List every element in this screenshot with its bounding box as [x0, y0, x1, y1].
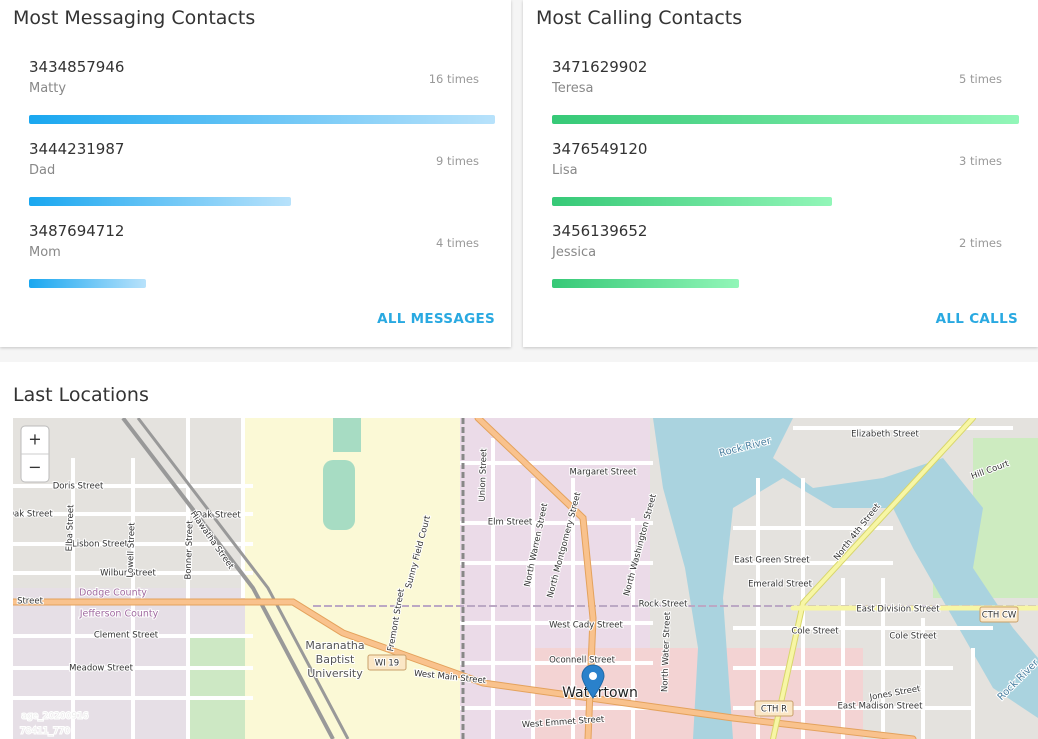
shield-label: CTH CW: [982, 611, 1017, 621]
map-label: East Madison Street: [838, 702, 924, 712]
park: [333, 418, 361, 452]
zoom-button[interactable]: −: [28, 458, 41, 477]
river: [653, 418, 1038, 739]
map-label: Street: [17, 597, 43, 607]
map-label: Doris Street: [53, 482, 104, 492]
map-label: 78411_770: [20, 727, 71, 737]
contact-count: 2 times: [959, 236, 1002, 250]
map-label: Oak Street: [13, 510, 53, 520]
card-title: Most Messaging Contacts: [13, 7, 256, 29]
map-label: University: [307, 667, 363, 680]
map-label: Clement Street: [94, 631, 159, 641]
zoom-control: +−: [20, 425, 50, 483]
map-label: East Green Street: [734, 556, 810, 566]
map-label: Emerald Street: [748, 580, 813, 590]
map-label: Dodge County: [79, 588, 147, 599]
road-shield: [979, 606, 1019, 623]
contact-name: Lisa: [552, 163, 578, 178]
pin-dot: [589, 672, 597, 680]
contact-number: 3434857946: [29, 58, 125, 76]
contact-name: Teresa: [552, 81, 594, 96]
zoom-button[interactable]: +: [28, 430, 41, 449]
map-label: West Cady Street: [549, 621, 623, 631]
map-label: Elba Street: [65, 504, 77, 552]
road-shield: [754, 700, 794, 717]
map-label: Elm Street: [488, 518, 533, 528]
map-label: Baptist: [316, 653, 355, 666]
park: [190, 638, 245, 739]
map-label: Bonner Street: [183, 520, 195, 580]
park: [323, 460, 355, 530]
count-bar: [29, 115, 495, 124]
map-label: Oconnell Street: [549, 656, 615, 666]
contact-name: Matty: [29, 81, 67, 96]
contact-number: 3456139652: [552, 222, 648, 240]
map-label: Elizabeth Street: [851, 430, 919, 440]
main-roads: [13, 418, 1038, 739]
count-bar: [552, 197, 833, 206]
card-title: Most Calling Contacts: [536, 7, 743, 29]
count-bar: [552, 115, 1019, 124]
map-label: Meadow Street: [69, 664, 134, 674]
count-bar: [29, 279, 146, 288]
map-label: Lisbon Street: [72, 540, 129, 550]
map-label: East Division Street: [856, 605, 940, 615]
railways: [121, 418, 1038, 739]
contact-number: 3476549120: [552, 140, 648, 158]
map-label: Rock Street: [639, 600, 689, 610]
contact-number: 3487694712: [29, 222, 125, 240]
map-label: Margaret Street: [570, 468, 638, 478]
contact-count: 16 times: [428, 72, 479, 86]
card-action[interactable]: ALL CALLS: [935, 311, 1018, 327]
park: [973, 438, 1038, 518]
map-label: Maranatha: [305, 639, 364, 652]
map-label: Wilbur Street: [100, 569, 156, 579]
contact-name: Jessica: [552, 245, 597, 260]
shield-label: CTH R: [761, 705, 787, 715]
map-label: Union Street: [478, 448, 490, 502]
map-label: Lowell Street: [126, 522, 138, 578]
contact-card: Most Calling Contacts 3471629902 Teresa 5 t…: [523, 0, 1038, 347]
map-label: Cole Street: [791, 627, 839, 637]
map-label: Jefferson County: [79, 609, 159, 620]
shield-label: WI 19: [375, 659, 399, 669]
contact-number: 3444231987: [29, 140, 125, 158]
map-label: Watertown: [562, 685, 638, 701]
contact-count: 4 times: [436, 236, 479, 250]
contact-number: 3471629902: [552, 58, 648, 76]
road-shields: WI 19 CTH R CTH CW: [367, 606, 1019, 717]
road-shield: [367, 654, 407, 671]
contact-name: Dad: [29, 163, 56, 178]
contact-name: Mom: [29, 245, 61, 260]
card-action[interactable]: ALL MESSAGES: [377, 311, 495, 327]
count-bar: [552, 279, 739, 288]
map-label: North Water Street: [660, 611, 673, 692]
contact-count: 9 times: [436, 154, 479, 168]
map-label: Cole Street: [889, 632, 937, 642]
map-label: age_20200916: [21, 712, 88, 722]
contact-count: 3 times: [959, 154, 1002, 168]
contact-card: Most Messaging Contacts 3434857946 Matty 16…: [0, 0, 511, 347]
contact-count: 5 times: [959, 72, 1002, 86]
map-label: Oak Street: [195, 511, 241, 521]
locations-title: Last Locations: [13, 384, 149, 406]
location-pin[interactable]: [581, 664, 605, 699]
count-bar: [29, 197, 292, 206]
